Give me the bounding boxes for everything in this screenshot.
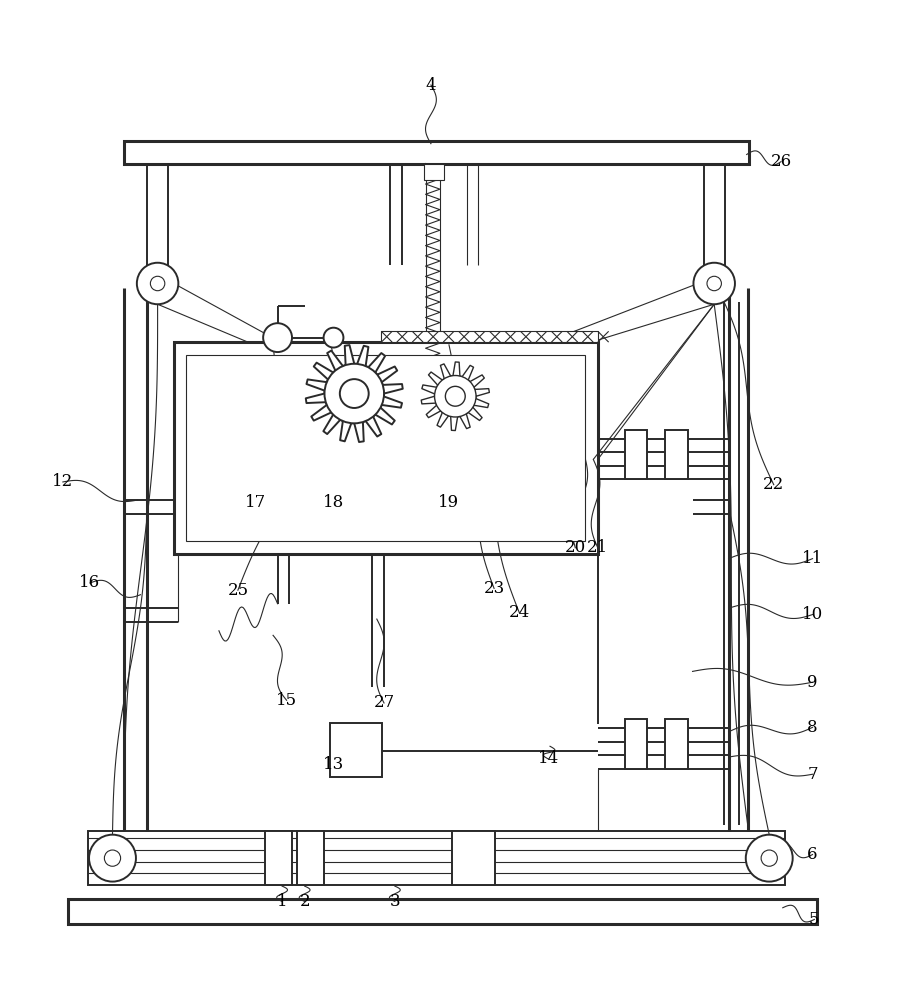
Text: 1: 1 xyxy=(277,893,288,910)
Circle shape xyxy=(324,364,384,423)
Bar xyxy=(298,831,324,885)
Circle shape xyxy=(746,835,792,882)
Bar xyxy=(330,723,382,777)
Text: 6: 6 xyxy=(807,846,818,863)
Bar xyxy=(187,355,585,541)
Circle shape xyxy=(761,850,778,866)
Text: 7: 7 xyxy=(807,766,818,783)
Text: 17: 17 xyxy=(245,494,267,511)
Polygon shape xyxy=(421,362,489,431)
Polygon shape xyxy=(306,345,403,442)
Text: 25: 25 xyxy=(227,582,248,599)
Bar xyxy=(88,831,785,885)
Circle shape xyxy=(340,379,369,408)
Bar xyxy=(452,831,495,885)
Text: 23: 23 xyxy=(484,580,505,597)
Circle shape xyxy=(263,323,292,352)
Text: 22: 22 xyxy=(763,476,784,493)
Bar xyxy=(666,719,688,769)
Circle shape xyxy=(693,263,735,304)
Text: 12: 12 xyxy=(52,473,73,490)
Text: 16: 16 xyxy=(80,574,101,591)
Bar xyxy=(265,831,292,885)
Text: 13: 13 xyxy=(322,756,344,773)
Circle shape xyxy=(445,386,465,406)
Circle shape xyxy=(150,276,165,291)
Bar xyxy=(381,331,598,342)
Text: 21: 21 xyxy=(587,539,608,556)
Text: 27: 27 xyxy=(374,694,395,711)
Text: 14: 14 xyxy=(538,750,559,767)
Text: 15: 15 xyxy=(276,692,297,709)
Text: 4: 4 xyxy=(426,77,436,94)
Circle shape xyxy=(104,850,121,866)
Text: 9: 9 xyxy=(807,674,818,691)
Text: 3: 3 xyxy=(389,893,400,910)
Text: 10: 10 xyxy=(802,606,823,623)
Text: 24: 24 xyxy=(508,604,530,621)
Circle shape xyxy=(434,376,476,417)
Bar xyxy=(69,899,817,924)
Circle shape xyxy=(89,835,136,882)
Text: 8: 8 xyxy=(807,719,818,736)
Text: 5: 5 xyxy=(809,911,820,928)
Text: 26: 26 xyxy=(770,153,791,170)
Circle shape xyxy=(136,263,179,304)
Bar xyxy=(666,430,688,479)
Bar xyxy=(625,719,648,769)
Circle shape xyxy=(707,276,722,291)
Bar xyxy=(625,430,648,479)
Circle shape xyxy=(323,328,344,348)
Text: 18: 18 xyxy=(322,494,344,511)
Bar xyxy=(174,342,598,554)
Bar xyxy=(125,141,749,164)
Text: 2: 2 xyxy=(300,893,310,910)
Text: 11: 11 xyxy=(802,550,823,567)
Text: 20: 20 xyxy=(564,539,586,556)
Text: 19: 19 xyxy=(439,494,460,511)
Bar xyxy=(424,164,443,180)
